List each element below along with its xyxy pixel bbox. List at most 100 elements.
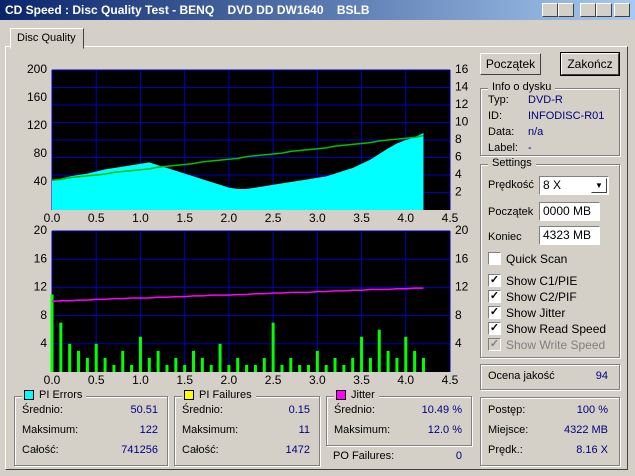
quality-value: 94 <box>595 370 608 382</box>
stat-value: 1472 <box>285 444 310 456</box>
x-tick-label: 1.5 <box>176 373 193 387</box>
y2-tick-label: 4 <box>455 167 462 181</box>
bar <box>227 364 231 372</box>
y-tick-label: 200 <box>27 62 47 76</box>
stat-value: 122 <box>139 424 158 436</box>
start-input[interactable]: 0000 MB <box>539 202 600 221</box>
x-tick-label: 2.5 <box>265 373 282 387</box>
checkbox[interactable]: ✓ <box>488 290 501 303</box>
close-button[interactable] <box>614 3 630 17</box>
progress-value: 4322 MB <box>563 424 608 436</box>
stats-group-title: Jitter <box>349 389 377 401</box>
x-tick-label: 2.0 <box>221 373 238 387</box>
x-tick-label: 3.5 <box>353 211 370 225</box>
x-tick-label: 3.0 <box>309 211 326 225</box>
stats-group-title: PI Errors <box>37 389 85 401</box>
x-tick-label: 2.0 <box>221 211 238 225</box>
stat-label: Całość: <box>182 444 219 456</box>
stop-button[interactable]: Zakończ <box>560 52 620 76</box>
bar <box>324 364 328 372</box>
bar <box>368 357 372 372</box>
checkbox[interactable]: ✓ <box>488 322 501 335</box>
y2-tick-label: 12 <box>455 280 469 294</box>
x-tick-label: 4.5 <box>442 373 459 387</box>
y2-tick-label: 10 <box>455 115 469 129</box>
settings-group <box>480 164 620 358</box>
bar <box>183 364 187 372</box>
stats-group-title-box: Jitter <box>334 389 379 401</box>
stat-label: Średnio: <box>182 404 223 416</box>
bar <box>421 357 425 372</box>
stat-value: 0.15 <box>288 404 310 416</box>
info-label: Label: <box>488 142 518 154</box>
maximize-button[interactable] <box>596 3 612 17</box>
checkbox-label[interactable]: Show C1/PIE <box>506 274 578 288</box>
y2-tick-label: 2 <box>455 185 462 199</box>
bar <box>156 350 160 372</box>
y-tick-label: 80 <box>34 146 48 160</box>
info-group-title-box: Info o dysku <box>488 81 556 93</box>
info-label: ID: <box>488 110 503 122</box>
checkbox[interactable]: ✓ <box>488 306 501 319</box>
y-tick-label: 120 <box>27 118 47 132</box>
info-value: INFODISC-R01 <box>528 110 605 122</box>
checkbox[interactable]: ✓ <box>488 274 501 287</box>
stat-value: 10.49 % <box>421 404 462 416</box>
progress-box <box>480 397 620 466</box>
title-bar <box>0 0 635 20</box>
x-tick-label: 0.0 <box>44 211 61 225</box>
progress-label: Miejsce: <box>488 424 529 436</box>
progress-value: 8.16 X <box>576 444 608 456</box>
bar <box>280 364 284 372</box>
minimize-button[interactable] <box>580 3 596 17</box>
y2-tick-label: 8 <box>455 308 462 322</box>
checkbox[interactable] <box>488 252 501 265</box>
bar <box>342 364 346 372</box>
stat-label: Maksimum: <box>22 424 79 436</box>
quality-label: Ocena jakość <box>488 370 555 382</box>
y-tick-label: 40 <box>34 174 48 188</box>
progress-label: Prędk.: <box>488 444 523 456</box>
y-tick-label: 12 <box>34 280 48 294</box>
stat-label: Całość: <box>22 444 59 456</box>
bar <box>103 357 107 372</box>
y2-tick-label: 16 <box>455 62 469 76</box>
progress-value: 100 % <box>576 404 608 416</box>
stats-group <box>326 396 472 446</box>
legend-swatch <box>336 390 346 400</box>
x-tick-label: 1.0 <box>132 373 149 387</box>
x-tick-label: 4.0 <box>397 211 414 225</box>
checkbox: ✓ <box>488 338 501 351</box>
bar <box>386 350 390 372</box>
window-icon[interactable] <box>542 3 558 17</box>
bar <box>298 364 302 372</box>
bar <box>165 364 169 372</box>
po-failures-label: PO Failures: <box>333 450 395 462</box>
stats-group-title: PI Failures <box>197 389 254 401</box>
quality-box <box>480 364 620 390</box>
x-tick-label: 2.5 <box>265 211 282 225</box>
end-label: Koniec <box>488 231 522 243</box>
bar <box>253 364 257 372</box>
checkbox-label[interactable]: Quick Scan <box>506 252 568 266</box>
stat-value: 12.0 % <box>427 424 462 436</box>
bar <box>138 336 142 372</box>
po-failures-value: 0 <box>455 450 462 462</box>
area <box>52 133 424 210</box>
window-icon[interactable] <box>558 3 574 17</box>
bar <box>351 357 355 372</box>
end-input[interactable]: 4323 MB <box>539 226 600 245</box>
bar <box>94 343 98 372</box>
checkbox-label: Show Write Speed <box>506 338 606 352</box>
y2-tick-label: 20 <box>455 223 469 237</box>
checkbox-label[interactable]: Show Jitter <box>506 306 566 320</box>
tab[interactable]: Disc Quality <box>10 28 84 49</box>
y-tick-label: 8 <box>40 308 47 322</box>
checkbox-label[interactable]: Show C2/PIF <box>506 290 577 304</box>
y-tick-label: 4 <box>40 336 47 350</box>
bar <box>315 350 319 372</box>
stats-group-title-box: PI Failures <box>182 389 256 401</box>
checkbox-label[interactable]: Show Read Speed <box>506 322 607 336</box>
start-button[interactable]: Początek <box>480 53 541 75</box>
